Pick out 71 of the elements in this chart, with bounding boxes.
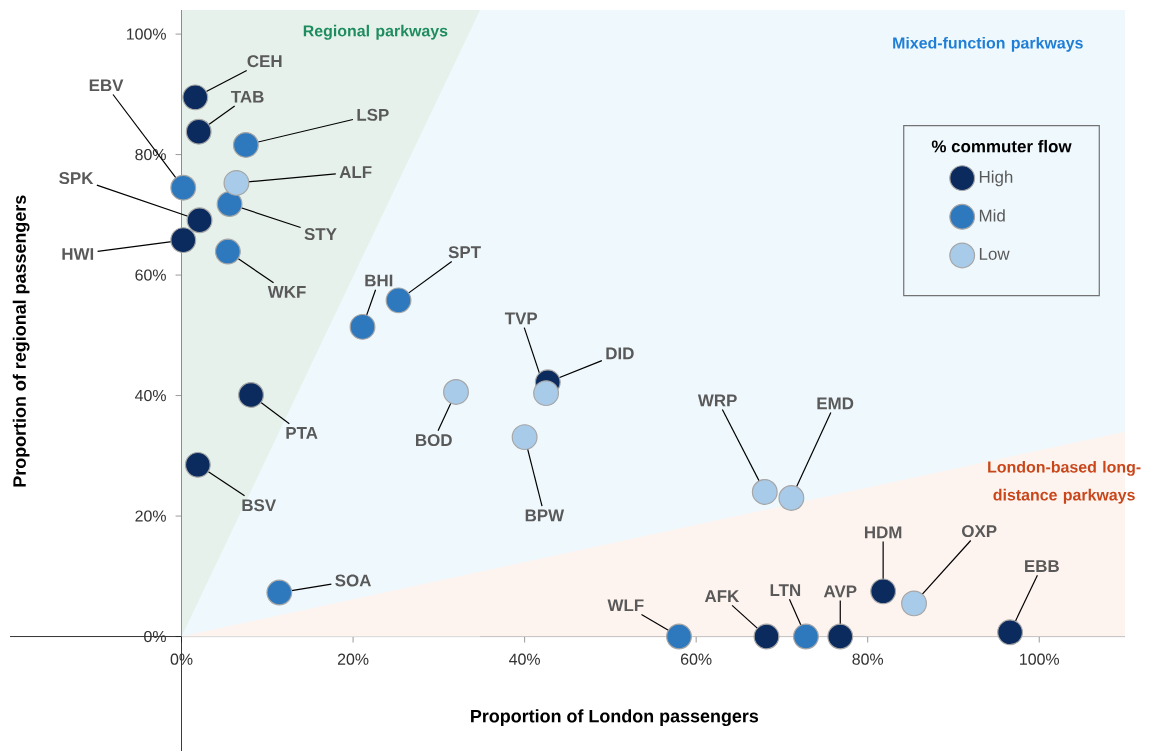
annotation: TVP: [504, 312, 538, 325]
annotation: CEH: [247, 55, 282, 68]
annotation: WLF: [607, 599, 644, 612]
x-tick-label: 40%: [509, 653, 540, 665]
point: [223, 169, 250, 196]
point: [901, 590, 927, 617]
annotation: OXP: [962, 525, 997, 538]
point: [997, 619, 1024, 646]
x-tick-label: 20%: [337, 653, 369, 665]
annotation: TAB: [231, 90, 264, 103]
annotation: EBB: [1025, 560, 1059, 572]
point: [266, 579, 293, 606]
annotation: AFK: [704, 590, 740, 602]
annotation: SPT: [448, 246, 481, 259]
annotation: PTA: [286, 427, 318, 439]
annotation: EMD: [817, 397, 854, 410]
legend-label: Mid: [979, 209, 1005, 222]
x-tick-label: 80%: [852, 653, 884, 665]
x-tick-label: 100%: [1020, 653, 1060, 665]
annotation: LTN: [770, 584, 801, 596]
annotation: DID: [606, 347, 634, 360]
annotation: SOA: [335, 574, 371, 587]
point: [751, 478, 778, 505]
point: [753, 623, 780, 650]
point: [792, 623, 819, 650]
point: [443, 378, 469, 405]
legend-label: High: [979, 170, 1013, 187]
x-tick-label: 60%: [681, 653, 712, 665]
point: [170, 227, 197, 254]
annotation: STY: [304, 228, 337, 241]
annotation: BOD: [416, 434, 452, 447]
annotation: ALF: [339, 166, 372, 178]
point: [185, 118, 212, 145]
y-axis-title: Proportion of regional passengers: [12, 195, 30, 487]
point: [349, 313, 376, 340]
annotation: Mixed-function parkways: [893, 36, 1083, 52]
annotation: LSP: [357, 108, 389, 121]
annotation: WKF: [267, 286, 306, 298]
legend-label: Low: [979, 248, 1010, 260]
point: [186, 207, 213, 234]
annotation: EBV: [89, 79, 124, 92]
point: [232, 131, 259, 158]
y-tick-label: 100%: [126, 28, 166, 40]
annotation: AVP: [823, 585, 857, 598]
y-tick-label: 20%: [135, 510, 166, 522]
x-axis-title: Proportion of London passengers: [471, 709, 759, 727]
point: [170, 174, 197, 201]
point: [778, 485, 805, 511]
annotation: HWI: [62, 248, 94, 260]
point: [385, 287, 412, 314]
y-tick-label: 60%: [135, 269, 166, 281]
point: [870, 578, 897, 605]
point: [827, 623, 854, 650]
annotation: WRP: [697, 394, 737, 407]
point: [238, 382, 264, 408]
point: [511, 424, 538, 451]
annotation: London-based long-distance parkways: [988, 460, 1141, 504]
y-tick-label: 40%: [135, 389, 166, 402]
point: [182, 84, 209, 111]
annotation: HDM: [864, 526, 902, 539]
annotation: BPW: [525, 509, 565, 522]
annotation: BHI: [365, 274, 393, 287]
annotation: SPK: [59, 172, 94, 185]
point: [214, 238, 241, 265]
point: [533, 380, 560, 407]
legend-title: % commuter flow: [931, 139, 1072, 153]
point: [216, 191, 243, 217]
point: [666, 623, 692, 650]
point: [184, 451, 211, 478]
annotation: Regional parkways: [303, 24, 448, 40]
annotation: BSV: [242, 499, 277, 512]
